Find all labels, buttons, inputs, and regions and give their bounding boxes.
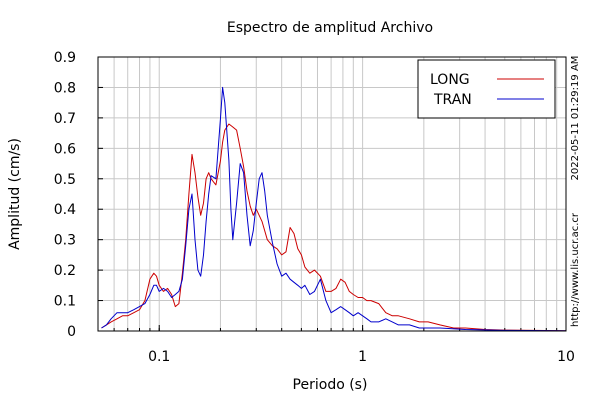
plot-frame [97, 56, 567, 332]
y-tick-label-5: 0.5 [54, 172, 76, 188]
y-tick-label-4: 0.4 [54, 202, 76, 218]
x-tick-label-2: 10 [557, 349, 575, 365]
y-tick-label-6: 0.6 [54, 141, 76, 157]
series-line-long [101, 123, 567, 332]
y-axis-ticks: 0 0.1 0.2 0.3 0.4 0.5 0.6 0.7 0.8 0.9 [54, 50, 103, 340]
url-text: http://www.lis.ucr.ac.cr [570, 212, 581, 327]
y-axis-label: Amplitud (cm/s) [7, 138, 23, 250]
y-tick-label-1: 0.1 [54, 294, 76, 310]
legend-label-tran: TRAN [433, 92, 472, 108]
y-tick-label-7: 0.7 [54, 111, 76, 127]
legend-box [417, 59, 556, 119]
legend-label-long: LONG [430, 72, 470, 88]
series-group [101, 86, 567, 332]
grid [97, 56, 566, 332]
y-tick-label-8: 0.8 [54, 80, 76, 96]
y-tick-label-9: 0.9 [54, 50, 76, 66]
x-tick-label-1: 1 [358, 349, 367, 365]
y-tick-label-2: 0.2 [54, 263, 76, 279]
x-axis-label: Periodo (s) [293, 377, 368, 393]
y-tick-label-3: 0.3 [54, 233, 76, 249]
series-line-tran [101, 86, 567, 332]
chart-title: Espectro de amplitud Archivo [227, 20, 433, 36]
y-tick-label-0: 0 [67, 324, 76, 340]
x-tick-label-0: 0.1 [148, 349, 170, 365]
timestamp-text: 2022-05-11 01:29:19 AM [570, 56, 581, 181]
legend: LONG TRAN [417, 59, 556, 119]
